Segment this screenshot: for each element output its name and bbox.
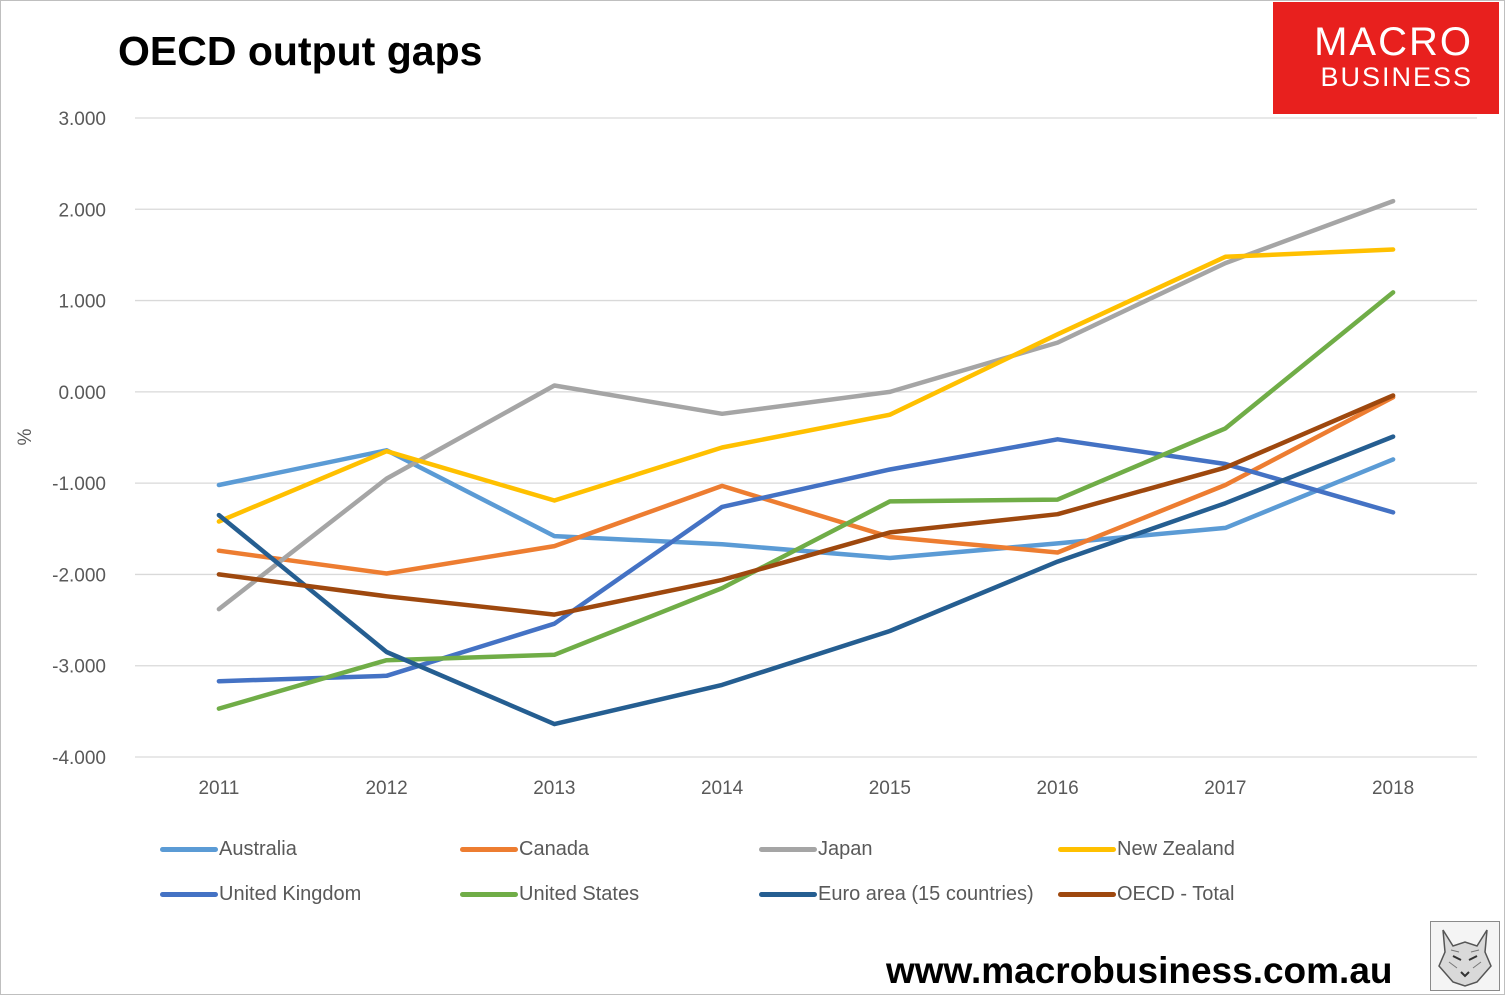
legend-swatch [160, 891, 218, 897]
legend-item: Australia [160, 832, 297, 866]
x-tick-label: 2016 [1036, 778, 1078, 799]
legend-swatch [460, 846, 518, 852]
series-line-canada [216, 395, 1396, 576]
y-tick-label: 3.000 [58, 109, 106, 130]
legend-label: Euro area (15 countries) [818, 882, 1034, 905]
legend-label: United Kingdom [219, 882, 362, 905]
legend-item: OECD - Total [1058, 877, 1234, 911]
legend-item: Japan [759, 832, 873, 866]
series-line-new-zealand [216, 247, 1396, 524]
x-axis-ticks: 2011 2012 2013 2014 2015 2016 2017 2018 [198, 778, 1414, 799]
legend-label: Australia [219, 837, 297, 860]
y-tick-label: 2.000 [58, 200, 106, 221]
series-line-oecd-total [216, 393, 1396, 617]
y-axis-label: % [15, 428, 36, 445]
x-tick-label: 2013 [533, 778, 575, 799]
legend-label: Japan [818, 837, 873, 860]
legend-item: United States [460, 877, 639, 911]
series-line-japan [216, 198, 1396, 612]
legend-swatch [759, 846, 817, 852]
legend-swatch [759, 891, 817, 897]
y-tick-label: 1.000 [58, 292, 106, 313]
legend-item: United Kingdom [160, 877, 361, 911]
series-line-united-states [216, 290, 1396, 711]
macrobusiness-logo: MACRO BUSINESS [1273, 2, 1499, 114]
wolf-mascot-icon [1430, 921, 1500, 991]
y-tick-label: -1.000 [52, 474, 106, 495]
chart-title: OECD output gaps [118, 28, 483, 74]
legend-label: New Zealand [1117, 837, 1235, 860]
x-tick-label: 2011 [198, 778, 239, 799]
legend-item: New Zealand [1058, 832, 1235, 866]
legend-swatch [460, 891, 518, 897]
legend-label: OECD - Total [1117, 882, 1235, 905]
y-tick-label: -2.000 [52, 565, 106, 586]
series-line-united-kingdom [216, 437, 1396, 684]
y-tick-label: -3.000 [52, 657, 106, 678]
legend-label: United States [519, 882, 640, 905]
x-tick-label: 2015 [869, 778, 911, 799]
logo-text-business: BUSINESS [1320, 62, 1473, 92]
series-lines [216, 198, 1396, 727]
y-tick-label: -4.000 [52, 748, 106, 769]
legend-swatch [1058, 891, 1116, 897]
x-tick-label: 2017 [1204, 778, 1246, 799]
x-tick-label: 2014 [701, 778, 744, 799]
x-tick-label: 2018 [1372, 778, 1414, 799]
legend-swatch [1058, 846, 1116, 852]
y-axis-ticks: 3.000 2.000 1.000 0.000 -1.000 -2.000 -3.000 -4… [52, 109, 106, 769]
website-url: www.macrobusiness.com.au [886, 950, 1393, 991]
legend-swatch [160, 846, 218, 852]
x-tick-label: 2012 [365, 778, 407, 799]
y-tick-label: 0.000 [58, 383, 106, 404]
gridlines [135, 117, 1477, 758]
series-line-euro-area-15-countries [216, 434, 1396, 727]
chart-legend: Australia Canada Japan New Zealand United Ki… [160, 832, 1490, 922]
legend-item: Canada [460, 832, 589, 866]
legend-label: Canada [519, 837, 590, 860]
legend-item: Euro area (15 countries) [759, 877, 1034, 911]
logo-text-macro: MACRO [1314, 20, 1473, 64]
